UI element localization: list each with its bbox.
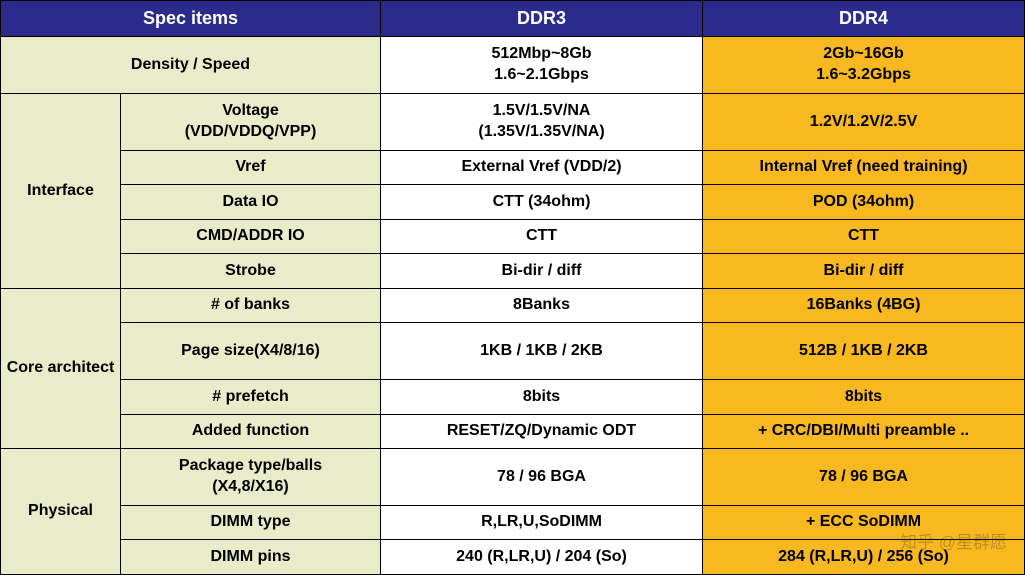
spec-item-cell: # prefetch — [121, 380, 381, 414]
ddr4-cell: Bi-dir / diff — [703, 254, 1025, 288]
ddr4-cell: CTT — [703, 219, 1025, 253]
ddr4-cell: 512B / 1KB / 2KB — [703, 323, 1025, 380]
spec-item-cell: Voltage(VDD/VDDQ/VPP) — [121, 94, 381, 151]
category-cell: Density / Speed — [1, 37, 381, 94]
table-row: # prefetch8bits8bits — [1, 380, 1025, 414]
ddr4-cell: + CRC/DBI/Multi preamble .. — [703, 414, 1025, 448]
table-row: PhysicalPackage type/balls(X4,8/X16)78 /… — [1, 449, 1025, 506]
ddr4-cell: Internal Vref (need training) — [703, 150, 1025, 184]
ddr3-cell: External Vref (VDD/2) — [381, 150, 703, 184]
ddr4-cell: + ECC SoDIMM — [703, 505, 1025, 539]
ddr4-cell: 2Gb~16Gb1.6~3.2Gbps — [703, 37, 1025, 94]
ddr4-cell: 78 / 96 BGA — [703, 449, 1025, 506]
table-row: InterfaceVoltage(VDD/VDDQ/VPP)1.5V/1.5V/… — [1, 94, 1025, 151]
spec-item-cell: DIMM type — [121, 505, 381, 539]
ddr3-cell: 1KB / 1KB / 2KB — [381, 323, 703, 380]
ddr4-cell: 16Banks (4BG) — [703, 288, 1025, 322]
category-cell: Core architect — [1, 288, 121, 448]
header-spec: Spec items — [1, 1, 381, 37]
table-row: Added functionRESET/ZQ/Dynamic ODT+ CRC/… — [1, 414, 1025, 448]
spec-item-cell: Added function — [121, 414, 381, 448]
table-row: DIMM pins240 (R,LR,U) / 204 (So)284 (R,L… — [1, 540, 1025, 575]
table-row: StrobeBi-dir / diffBi-dir / diff — [1, 254, 1025, 288]
ddr3-cell: 8bits — [381, 380, 703, 414]
header-ddr3: DDR3 — [381, 1, 703, 37]
spec-item-cell: # of banks — [121, 288, 381, 322]
table-row: VrefExternal Vref (VDD/2)Internal Vref (… — [1, 150, 1025, 184]
spec-item-cell: Strobe — [121, 254, 381, 288]
spec-item-cell: Data IO — [121, 185, 381, 219]
ddr3-cell: CTT — [381, 219, 703, 253]
ddr3-cell: 240 (R,LR,U) / 204 (So) — [381, 540, 703, 575]
ddr-comparison-table: Spec items DDR3 DDR4 Density / Speed512M… — [0, 0, 1025, 575]
header-ddr4: DDR4 — [703, 1, 1025, 37]
ddr3-cell: R,LR,U,SoDIMM — [381, 505, 703, 539]
table-row: Page size(X4/8/16)1KB / 1KB / 2KB512B / … — [1, 323, 1025, 380]
table-row: DIMM typeR,LR,U,SoDIMM+ ECC SoDIMM — [1, 505, 1025, 539]
table-row: Density / Speed512Mbp~8Gb1.6~2.1Gbps2Gb~… — [1, 37, 1025, 94]
spec-item-cell: DIMM pins — [121, 540, 381, 575]
ddr3-cell: Bi-dir / diff — [381, 254, 703, 288]
category-cell: Physical — [1, 449, 121, 575]
table-header-row: Spec items DDR3 DDR4 — [1, 1, 1025, 37]
spec-item-cell: Package type/balls(X4,8/X16) — [121, 449, 381, 506]
ddr4-cell: 284 (R,LR,U) / 256 (So) — [703, 540, 1025, 575]
ddr3-cell: CTT (34ohm) — [381, 185, 703, 219]
table-row: CMD/ADDR IOCTTCTT — [1, 219, 1025, 253]
ddr3-cell: 8Banks — [381, 288, 703, 322]
ddr3-cell: 1.5V/1.5V/NA(1.35V/1.35V/NA) — [381, 94, 703, 151]
ddr4-cell: 8bits — [703, 380, 1025, 414]
table-row: Core architect# of banks8Banks16Banks (4… — [1, 288, 1025, 322]
ddr3-cell: RESET/ZQ/Dynamic ODT — [381, 414, 703, 448]
spec-item-cell: CMD/ADDR IO — [121, 219, 381, 253]
spec-item-cell: Vref — [121, 150, 381, 184]
category-cell: Interface — [1, 94, 121, 289]
table-row: Data IOCTT (34ohm)POD (34ohm) — [1, 185, 1025, 219]
ddr4-cell: POD (34ohm) — [703, 185, 1025, 219]
ddr4-cell: 1.2V/1.2V/2.5V — [703, 94, 1025, 151]
ddr3-cell: 78 / 96 BGA — [381, 449, 703, 506]
ddr3-cell: 512Mbp~8Gb1.6~2.1Gbps — [381, 37, 703, 94]
spec-item-cell: Page size(X4/8/16) — [121, 323, 381, 380]
